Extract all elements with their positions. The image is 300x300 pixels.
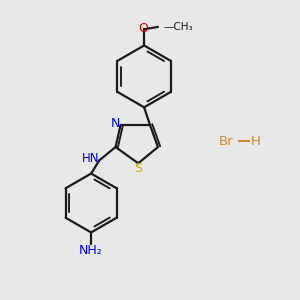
Text: O: O [139, 22, 148, 35]
Text: H: H [251, 135, 261, 148]
Text: S: S [134, 162, 142, 175]
Text: N: N [111, 117, 120, 130]
Text: HN: HN [82, 152, 100, 165]
Text: NH₂: NH₂ [79, 244, 103, 256]
Text: Br: Br [219, 135, 234, 148]
Text: —CH₃: —CH₃ [164, 22, 194, 32]
